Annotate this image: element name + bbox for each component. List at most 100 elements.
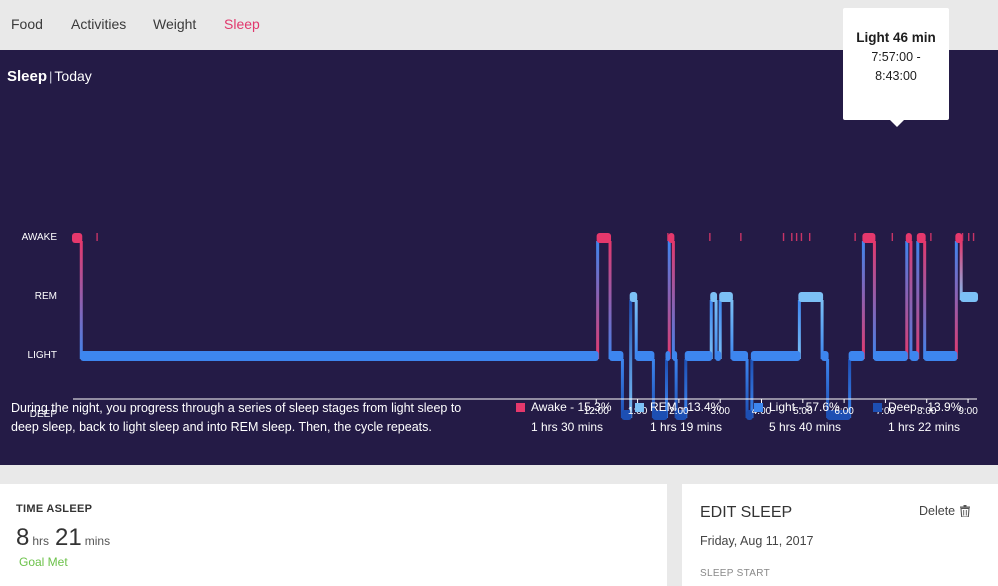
legend-rem: REM - 13.4% 1 hrs 19 mins	[635, 400, 722, 434]
panel-title-sub: Today	[54, 68, 92, 84]
stage-segment-light	[665, 351, 671, 361]
sleep-panel: Sleep | Today AWAKE REM LIGHT DEEP 12:00 1:00 2:…	[0, 50, 998, 465]
stage-segment-light	[873, 351, 908, 361]
y-label-deep: DEEP	[30, 409, 58, 420]
awake-tick	[808, 233, 811, 241]
stage-segment-light	[909, 351, 919, 361]
stage-segment-light	[715, 351, 722, 361]
stage-connector	[923, 241, 927, 359]
legend-awake-percent: Awake - 15.3%	[531, 400, 612, 414]
goal-status: Goal Met	[19, 555, 68, 569]
stage-segment-awake	[668, 233, 675, 243]
tooltip-title: Light 46 min	[856, 30, 936, 45]
legend-awake-duration: 1 hrs 30 mins	[531, 420, 604, 434]
awake-tick	[709, 233, 711, 241]
stage-connector	[718, 300, 722, 359]
legend-deep-duration: 1 hrs 22 mins	[888, 420, 961, 434]
awake-tick	[930, 233, 932, 241]
trash-icon	[960, 505, 971, 517]
stage-connector	[79, 241, 83, 359]
sleep-date: Friday, Aug 11, 2017	[700, 534, 814, 548]
stage-connector	[671, 241, 675, 359]
awake-tick	[800, 233, 803, 241]
stage-connector	[916, 241, 920, 359]
legend-rem-swatch	[635, 402, 644, 412]
awake-tick	[968, 233, 970, 241]
awake-tick	[795, 233, 798, 241]
edit-sleep-card: EDIT SLEEP Delete Friday, Aug 11, 2017 S…	[682, 484, 998, 586]
stage-segment-light	[80, 351, 599, 361]
stage-segment-light	[635, 351, 655, 361]
stage-connector	[709, 300, 713, 359]
legend-deep-swatch	[873, 402, 882, 412]
stage-segment-rem	[629, 292, 638, 302]
legend-light: Light - 57.6% 5 hrs 40 mins	[754, 400, 841, 434]
awake-tick	[791, 233, 793, 241]
stage-connector	[954, 241, 958, 359]
tab-activities[interactable]: Activities	[71, 16, 127, 32]
stage-segment-light	[730, 351, 749, 361]
hours-value: 8	[16, 524, 30, 551]
stage-segment-deep	[746, 410, 753, 420]
stage-connector	[664, 359, 668, 418]
top-navigation: Food Activities Weight Sleep	[0, 0, 998, 50]
stage-segment-light	[848, 351, 865, 361]
tab-food[interactable]: Food	[11, 16, 43, 32]
sleep-description: During the night, you progress through a…	[11, 401, 462, 434]
stage-connector	[608, 241, 612, 359]
tooltip-range: 7:57:00 - 8:43:00	[871, 50, 921, 83]
awake-tick	[961, 233, 964, 241]
panel-title-main: Sleep	[7, 68, 48, 85]
stage-connector	[596, 241, 600, 359]
stage-segment-awake	[916, 233, 926, 243]
y-label-rem: REM	[35, 291, 57, 302]
x-tick-label: 7:00	[876, 406, 896, 417]
legend-awake: Awake - 15.3% 1 hrs 30 mins	[516, 400, 612, 434]
sleep-stages-chart[interactable]: AWAKE REM LIGHT DEEP 12:00 1:00 2:00 3:00 4:00 5:…	[0, 100, 998, 430]
stage-connector	[620, 359, 624, 418]
x-tick-label: 3:00	[710, 406, 730, 417]
stage-connector	[848, 359, 852, 418]
stage-segment-awake	[596, 233, 612, 243]
tooltip-arrow	[890, 120, 904, 127]
stage-segment-light	[609, 351, 624, 361]
awake-tick	[891, 233, 894, 241]
stage-connector	[959, 241, 963, 300]
awake-tick	[972, 233, 975, 241]
x-tick-label: 2:00	[669, 406, 689, 417]
stage-segment-awake	[905, 233, 912, 243]
time-asleep-value: 8 hrs 21 mins	[16, 524, 116, 552]
x-tick-label: 5:00	[793, 406, 813, 417]
stage-connector	[872, 241, 876, 359]
stage-segment-deep	[621, 410, 632, 420]
awake-tick	[740, 233, 742, 241]
legend-light-swatch	[754, 402, 763, 412]
x-tick-label: 9:00	[958, 406, 978, 417]
stage-connector	[667, 241, 671, 359]
stage-connector	[905, 241, 909, 359]
stage-connector	[750, 359, 754, 418]
awake-tick	[854, 233, 856, 241]
x-tick-label: 6:00	[834, 406, 854, 417]
x-tick-label: 12:00	[584, 406, 609, 417]
stage-segment-light	[684, 351, 713, 361]
stage-segment-deep	[652, 410, 668, 420]
stage-connector	[634, 300, 638, 359]
awake-tick	[96, 233, 98, 241]
time-asleep-card: TIME ASLEEP 8 hrs 21 mins Goal Met	[0, 484, 667, 586]
x-tick-label: 1:00	[628, 406, 648, 417]
mins-value: 21	[55, 524, 82, 551]
panel-title: Sleep | Today	[7, 68, 92, 85]
edit-sleep-title: EDIT SLEEP	[700, 504, 793, 521]
stage-segment-rem	[960, 292, 978, 302]
tab-sleep[interactable]: Sleep	[224, 16, 260, 32]
stage-segment-rem	[798, 292, 824, 302]
tab-weight[interactable]: Weight	[153, 16, 197, 32]
stage-segment-deep	[675, 410, 687, 420]
y-label-light: LIGHT	[28, 350, 57, 361]
stage-segment-light	[750, 351, 801, 361]
stage-connector	[684, 359, 688, 418]
awake-tick	[782, 233, 785, 241]
delete-button[interactable]: Delete	[919, 504, 971, 518]
x-tick-label: 8:00	[917, 406, 937, 417]
